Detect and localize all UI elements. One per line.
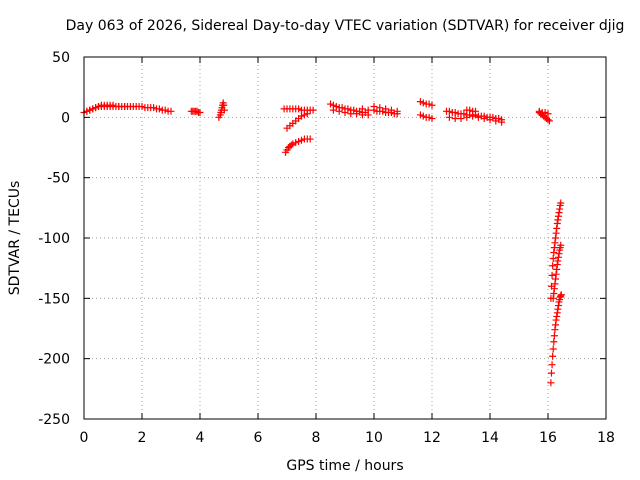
- data-point: [544, 116, 552, 124]
- data-point: [557, 241, 565, 249]
- data-point: [376, 104, 384, 112]
- data-point: [303, 110, 311, 118]
- data-point: [463, 113, 471, 121]
- plot-frame: [83, 56, 607, 420]
- data-points: [80, 98, 565, 387]
- data-point: [309, 106, 317, 114]
- series-arc-04: [215, 99, 228, 121]
- data-point: [457, 115, 465, 123]
- y-tick-label: -150: [38, 291, 70, 307]
- series-arc-16: [463, 106, 479, 115]
- series-arc-21: [547, 291, 565, 387]
- data-point: [445, 113, 453, 121]
- series-arc-12: [416, 98, 436, 109]
- data-point: [121, 102, 129, 110]
- y-tick-label: -250: [38, 412, 70, 428]
- data-point: [549, 345, 557, 353]
- x-tick-label: 18: [597, 430, 615, 446]
- series-arc-09: [329, 106, 372, 119]
- y-axis-label: SDTVAR / TECUs: [7, 181, 23, 296]
- data-point: [548, 271, 556, 279]
- data-point: [335, 107, 343, 115]
- x-tick-label: 16: [539, 430, 557, 446]
- series-arc-05: [280, 105, 317, 114]
- data-point: [341, 109, 349, 117]
- data-point: [549, 255, 557, 263]
- x-tick-label: 6: [254, 430, 263, 446]
- data-point: [306, 135, 314, 143]
- x-tick-label: 2: [138, 430, 147, 446]
- series-arc-15: [445, 112, 506, 126]
- data-point: [329, 106, 337, 114]
- data-point: [428, 115, 436, 123]
- data-point: [498, 118, 506, 126]
- data-point: [287, 141, 295, 149]
- series-arc-01: [80, 102, 175, 117]
- data-point: [480, 115, 488, 123]
- data-point: [549, 352, 557, 360]
- series-arc-13: [416, 111, 436, 123]
- series-arc-02: [83, 101, 129, 115]
- data-point: [393, 107, 401, 115]
- data-point: [167, 107, 175, 115]
- data-point: [472, 107, 479, 115]
- data-point: [550, 338, 558, 346]
- series-arc-11: [370, 102, 401, 115]
- data-point: [549, 262, 557, 270]
- data-point: [220, 106, 228, 114]
- data-point: [547, 379, 555, 387]
- y-tick-label: -100: [38, 231, 70, 247]
- data-point: [548, 361, 556, 369]
- chart-title: Day 063 of 2026, Sidereal Day-to-day VTE…: [66, 18, 625, 34]
- data-point: [557, 291, 565, 299]
- x-tick-label: 14: [481, 430, 499, 446]
- x-tick-label: 0: [80, 430, 89, 446]
- data-point: [550, 332, 558, 340]
- grid-lines: [84, 57, 606, 419]
- data-point: [196, 109, 204, 117]
- x-axis-label: GPS time / hours: [286, 458, 403, 474]
- y-tick-label: -50: [47, 171, 70, 187]
- tick-labels: 0 2 4 6 8 10 12 14 16 18 -250 -200 -150 -100 -50 0 50: [38, 50, 615, 446]
- x-tick-label: 10: [365, 430, 383, 446]
- data-point: [547, 369, 555, 377]
- data-point: [474, 113, 482, 121]
- y-tick-label: 0: [61, 110, 70, 126]
- series-arc-06: [282, 135, 314, 156]
- data-point: [370, 102, 378, 110]
- x-tick-label: 12: [423, 430, 441, 446]
- x-tick-label: 8: [312, 430, 321, 446]
- series-arc-03: [187, 107, 204, 117]
- data-point: [544, 110, 552, 118]
- y-tick-label: -200: [38, 352, 70, 368]
- y-tick-label: 50: [52, 50, 70, 66]
- data-point: [545, 117, 553, 125]
- data-point: [486, 116, 494, 124]
- data-point: [382, 105, 390, 113]
- data-point: [353, 110, 361, 118]
- data-point: [387, 106, 395, 114]
- series-arc-18: [535, 107, 552, 118]
- data-point: [109, 101, 117, 109]
- series-arc-07: [283, 110, 311, 132]
- data-point: [428, 101, 436, 109]
- axis-ticks: [83, 56, 607, 420]
- data-point: [492, 117, 500, 125]
- data-point: [358, 105, 366, 113]
- series-arc-19: [547, 199, 565, 302]
- data-point: [557, 199, 565, 207]
- series-arc-20: [549, 241, 565, 302]
- x-tick-label: 4: [196, 430, 205, 446]
